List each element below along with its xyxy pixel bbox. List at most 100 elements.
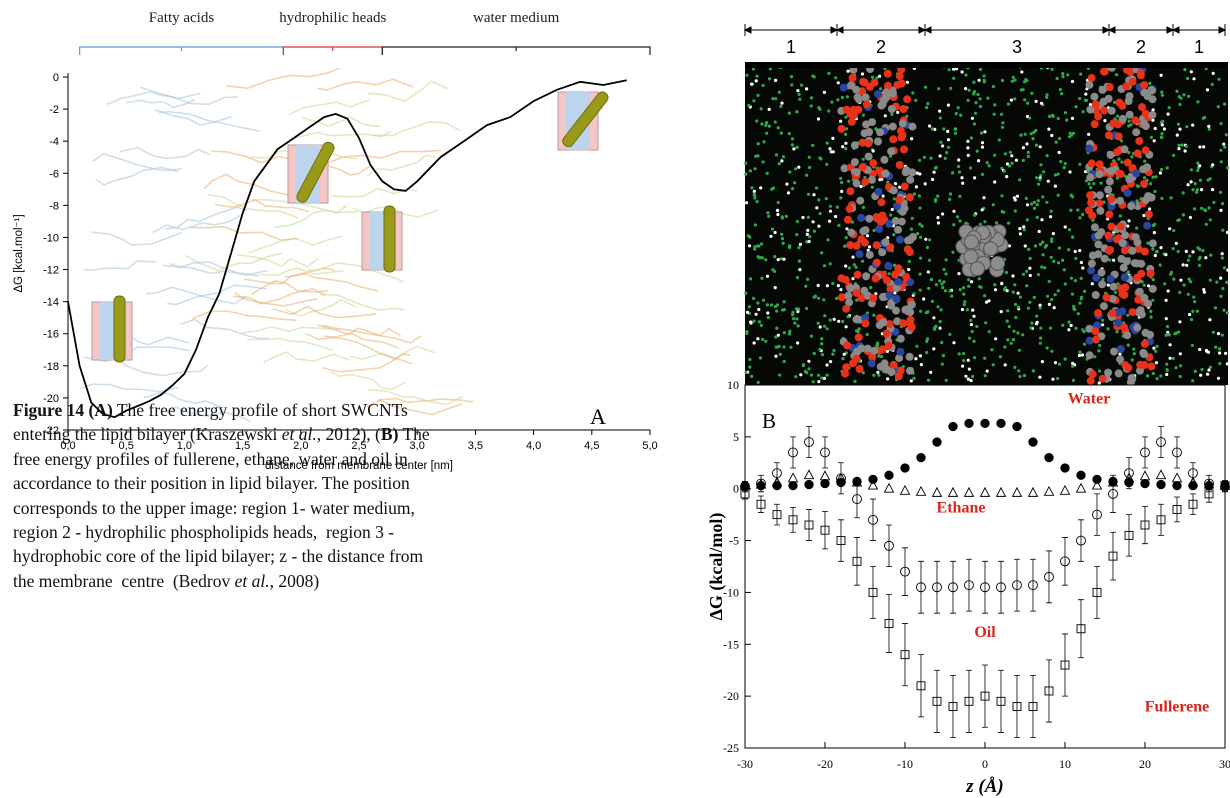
snapshot-dot [1166,112,1170,116]
error-bar [1110,531,1116,581]
lipid-atom [1116,170,1125,178]
lipid-atom [1108,309,1117,318]
snapshot-dot [971,308,975,312]
lipid-atom [846,241,855,250]
snapshot-dot [1149,315,1153,319]
snapshot-dot [1117,157,1121,161]
snapshot-dot [773,230,777,235]
error-bar [806,426,812,458]
point [836,473,846,484]
snapshot-dot [937,87,941,91]
error-bar [742,488,748,500]
lipid-atom [892,295,901,303]
snapshot-dot [925,245,930,250]
lipid-atom [1133,323,1142,332]
snapshot-dot [948,197,952,201]
snapshot-dot [962,359,966,363]
snapshot-dot [1195,188,1199,192]
point [787,472,799,483]
snapshot-dot [972,122,977,126]
snapshot-dot [1005,162,1010,166]
region-arrow [1171,24,1227,36]
snapshot-dot [1175,133,1179,137]
lipid-atom [876,128,885,137]
snapshot-dot [945,151,949,155]
snapshot-dot [1069,323,1073,328]
snapshot-dot [828,147,832,151]
lipid-sketch [284,298,357,318]
snapshot-dot [1013,209,1017,213]
snapshot-dot [978,97,982,101]
snapshot-dot [1031,369,1035,373]
snapshot-dot [795,276,800,280]
snapshot-dot [1057,246,1061,250]
snapshot-dot [1143,159,1147,163]
snapshot-dot [983,220,987,224]
snapshot-dot [777,162,781,166]
snapshot-dot [973,213,977,217]
snapshot-dot [919,309,923,313]
snapshot-dot [837,319,841,323]
lipid-atom [1113,148,1122,156]
snapshot-dot [1115,73,1119,77]
lipid-atom [1132,169,1141,178]
snapshot-dot [1074,256,1078,260]
lipid-atom [842,105,851,114]
snapshot-dot [912,192,917,196]
snapshot-dot [933,326,937,330]
snapshot-dot [957,170,962,174]
lipid-atom [1120,323,1128,332]
snapshot-dot [798,268,802,272]
snapshot-dot [1030,321,1034,325]
error-bar [758,495,764,513]
snapshot-dot [761,298,766,302]
snapshot-dot [1208,218,1212,222]
snapshot-dot [1169,272,1173,276]
y-tick-label: -8 [49,200,59,212]
lipid-atom [1116,222,1125,231]
y-tick-label: -10 [723,585,739,599]
snapshot-dot [1070,292,1074,296]
snapshot-dot [1000,125,1005,129]
snapshot-dot [793,321,797,325]
point [803,469,815,480]
snapshot-dot [990,348,994,352]
lipid-atom [882,329,891,338]
snapshot-dot [1092,182,1096,186]
snapshot-dot [845,127,849,131]
snapshot-dot [1219,294,1223,298]
snapshot-dot [1215,280,1219,284]
snapshot-dot [1088,103,1093,107]
lipid-atom [883,69,892,78]
snapshot-dot [1160,132,1164,136]
lipid-sketch [119,146,211,160]
snapshot-dot [1155,344,1159,348]
fullerene-atom [990,255,1006,271]
lipid-atom [1110,347,1118,356]
lipid-atom [1092,273,1101,282]
x-tick-label: 1,5 [235,440,250,452]
snapshot-dot [941,286,945,290]
snapshot-dot [1103,119,1107,123]
snapshot-dot [856,330,860,334]
point [804,479,814,490]
snapshot-dot [1018,227,1022,231]
point [884,470,894,480]
snapshot-dot [1070,116,1075,120]
snapshot-dot [1081,266,1085,270]
lipid-atom [855,315,864,324]
lipid-atom [888,122,897,131]
snapshot-dot [958,288,962,292]
snapshot-dot [888,154,893,158]
nanotube-icon [113,295,126,363]
snapshot-dot [1078,216,1082,220]
snapshot-dot [1178,364,1183,368]
snapshot-dot [1174,331,1178,335]
snapshot-dot [1185,263,1189,267]
lipid-sketch [289,98,370,116]
snapshot-dot [1217,77,1221,81]
snapshot-dot [1053,361,1058,365]
snapshot-dot [1056,193,1060,197]
y-axis-label: ΔG (kcal/mol) [706,513,727,621]
snapshot-dot [816,117,821,121]
